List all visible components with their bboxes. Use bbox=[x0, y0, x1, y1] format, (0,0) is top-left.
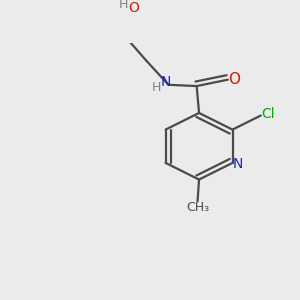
Text: H: H bbox=[151, 81, 160, 94]
Text: O: O bbox=[128, 1, 139, 15]
Text: H: H bbox=[118, 0, 128, 11]
Text: N: N bbox=[233, 157, 243, 171]
Text: N: N bbox=[161, 75, 171, 89]
Text: O: O bbox=[228, 72, 240, 87]
Text: CH₃: CH₃ bbox=[186, 201, 209, 214]
Text: Cl: Cl bbox=[261, 107, 275, 121]
